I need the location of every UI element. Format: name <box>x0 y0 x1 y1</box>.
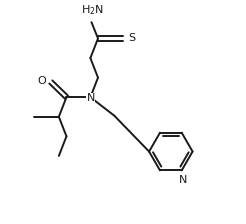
Text: H$_2$N: H$_2$N <box>81 3 104 17</box>
Text: S: S <box>128 33 136 43</box>
Text: N: N <box>86 93 95 103</box>
Text: N: N <box>179 175 188 185</box>
Text: O: O <box>37 76 46 86</box>
